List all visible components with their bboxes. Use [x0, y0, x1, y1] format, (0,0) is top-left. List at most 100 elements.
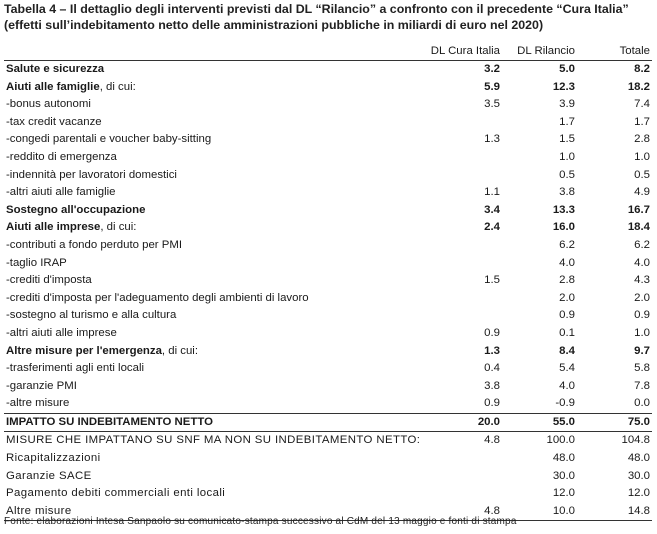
row-label-cell: Sostegno all'occupazione	[4, 202, 414, 220]
value-cura-italia	[414, 237, 502, 255]
table-row: Altre misure 4.8 10.0 14.8	[4, 502, 652, 522]
value-totale: 0.5	[634, 168, 650, 181]
value-cura-italia: 0.4	[484, 362, 500, 375]
table-row: Altre misure per l'emergenza, di cui: 1.3…	[4, 343, 652, 361]
table-row: Sostegno all'occupazione 3.4 13.3 16.7	[4, 202, 652, 220]
row-label-cell: -crediti d'imposta	[4, 272, 414, 290]
value-cura-italia	[414, 485, 502, 503]
value-totale: 4.0	[634, 256, 650, 269]
row-label-cell: -garanzie PMI	[4, 378, 414, 396]
value-totale: 7.4	[634, 98, 650, 111]
value-cura-italia	[414, 149, 502, 167]
table-row: -altri aiuti alle imprese 0.9 0.1 1.0	[4, 325, 652, 343]
row-label: -taglio IRAP	[6, 256, 67, 269]
row-label: Altre misure per l'emergenza	[6, 344, 162, 357]
row-label: -garanzie PMI	[6, 379, 77, 392]
value-rilancio: 1.7	[559, 115, 575, 128]
table-row: -altri aiuti alle famiglie 1.1 3.8 4.9	[4, 184, 652, 202]
value-totale: 2.0	[634, 291, 650, 304]
value-totale: 0.0	[634, 397, 650, 410]
value-totale: 75.0	[577, 412, 652, 432]
value-rilancio: 3.9	[559, 98, 575, 111]
row-label-cell: Garanzie SACE	[4, 468, 414, 486]
table-row: MISURE CHE IMPATTANO SU SNF MA NON SU IN…	[4, 431, 652, 451]
table-row: -garanzie PMI 3.8 4.0 7.8	[4, 378, 652, 396]
value-totale: 8.2	[577, 59, 652, 79]
value-cura-italia	[414, 307, 502, 325]
row-label: Ricapitalizzazioni	[6, 452, 101, 465]
row-label: MISURE CHE IMPATTANO SU SNF MA NON SU IN…	[6, 434, 421, 447]
value-totale: 5.8	[634, 362, 650, 375]
value-cura-italia: 3.2	[414, 59, 502, 79]
row-label-cell: MISURE CHE IMPATTANO SU SNF MA NON SU IN…	[4, 431, 420, 451]
value-totale: 9.7	[634, 344, 650, 357]
value-rilancio: 10.0	[502, 502, 577, 522]
row-label-cell: -tax credit vacanze	[4, 114, 414, 132]
table-row: Aiuti alle imprese, di cui: 2.4 16.0 18.4	[4, 219, 652, 237]
value-cura-italia: 5.9	[484, 80, 500, 93]
value-rilancio: 5.4	[559, 362, 575, 375]
header-label	[4, 42, 414, 61]
row-label: -crediti d'imposta	[6, 274, 92, 287]
row-label-suffix: , di cui:	[100, 221, 137, 234]
value-rilancio: 0.1	[559, 326, 575, 339]
row-label-cell: -sostegno al turismo e alla cultura	[4, 307, 414, 325]
header-row: DL Cura Italia DL Rilancio Totale	[4, 42, 652, 61]
value-cura-italia: 20.0	[414, 412, 502, 432]
value-rilancio: 0.9	[559, 309, 575, 322]
value-cura-italia: 3.4	[484, 203, 500, 216]
value-cura-italia: 1.3	[484, 344, 500, 357]
value-totale: 4.9	[634, 186, 650, 199]
table-row: -crediti d'imposta 1.5 2.8 4.3	[4, 272, 652, 290]
value-cura-italia	[414, 167, 502, 185]
value-totale: 1.0	[634, 326, 650, 339]
row-label-cell: Aiuti alle famiglie, di cui:	[4, 79, 414, 97]
value-totale: 18.4	[627, 221, 650, 234]
table-row: -sostegno al turismo e alla cultura 0.9 0.…	[4, 307, 652, 325]
value-rilancio: 12.0	[552, 487, 575, 500]
value-rilancio: 3.8	[559, 186, 575, 199]
row-label-cell: -trasferimenti agli enti locali	[4, 360, 414, 378]
row-label: Aiuti alle imprese	[6, 221, 101, 234]
source-note: Fonte: elaborazioni Intesa Sanpaolo su c…	[4, 516, 517, 527]
table-row: -crediti d'imposta per l'adeguamento deg…	[4, 290, 652, 308]
value-rilancio: 100.0	[502, 431, 577, 451]
value-cura-italia: 2.4	[484, 221, 500, 234]
value-cura-italia	[414, 290, 502, 308]
value-rilancio: 4.0	[559, 379, 575, 392]
table-row: -congedi parentali e voucher baby-sittin…	[4, 131, 652, 149]
table-row: Garanzie SACE 30.0 30.0	[4, 468, 652, 486]
value-rilancio: 16.0	[552, 221, 575, 234]
row-label-cell: Altre misure per l'emergenza, di cui:	[4, 343, 414, 361]
value-rilancio: 0.5	[559, 168, 575, 181]
row-label-cell: Altre misure	[4, 502, 414, 522]
row-label: -sostegno al turismo e alla cultura	[6, 309, 177, 322]
row-label-cell: -indennità per lavoratori domestici	[4, 167, 414, 185]
value-totale: 14.8	[577, 502, 652, 522]
value-totale: 0.9	[634, 309, 650, 322]
value-cura-italia: 0.9	[484, 397, 500, 410]
row-label: Sostegno all'occupazione	[6, 203, 146, 216]
row-label-cell: -reddito di emergenza	[4, 149, 414, 167]
table-row: -trasferimenti agli enti locali 0.4 5.4 5.8	[4, 360, 652, 378]
table-title: Tabella 4 – Il dettaglio degli intervent…	[4, 2, 629, 32]
row-label-suffix: , di cui:	[99, 80, 136, 93]
value-rilancio: 1.0	[559, 150, 575, 163]
row-label: -indennità per lavoratori domestici	[6, 168, 177, 181]
value-totale: 18.2	[627, 80, 650, 93]
value-rilancio: 5.0	[502, 59, 577, 79]
row-label-cell: -crediti d'imposta per l'adeguamento deg…	[4, 290, 414, 308]
row-label-cell: -congedi parentali e voucher baby-sittin…	[4, 131, 414, 149]
row-label: Salute e sicurezza	[6, 63, 105, 75]
value-rilancio: 13.3	[552, 203, 575, 216]
value-rilancio: 2.8	[559, 274, 575, 287]
table-row: -contributi a fondo perduto per PMI 6.2 6.…	[4, 237, 652, 255]
value-rilancio: 48.0	[552, 452, 575, 465]
value-cura-italia	[414, 468, 502, 486]
row-label: -congedi parentali e voucher baby-sittin…	[6, 133, 212, 146]
value-rilancio: 4.0	[559, 256, 575, 269]
row-label-cell: -altri aiuti alle famiglie	[4, 184, 414, 202]
value-cura-italia: 1.3	[484, 133, 500, 146]
row-label: -crediti d'imposta per l'adeguamento deg…	[6, 291, 309, 304]
